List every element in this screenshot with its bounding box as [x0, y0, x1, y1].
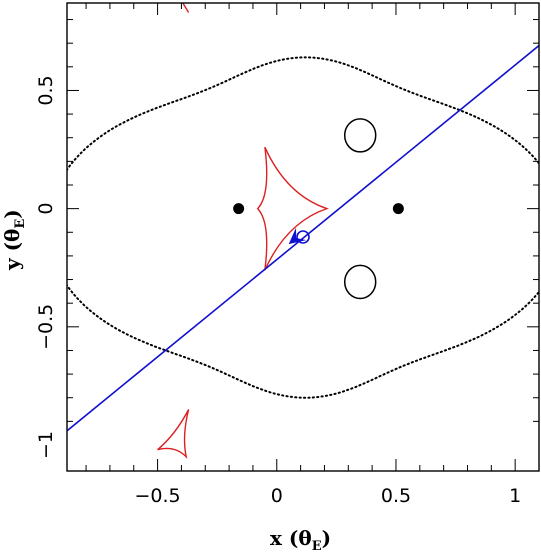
plot-area — [67, 3, 539, 459]
y-tick-label: 0.5 — [35, 75, 57, 105]
y-tick-label: −1 — [35, 431, 57, 459]
x-tick-label: −0.5 — [135, 485, 181, 507]
y-axis-label: y (θE) — [0, 209, 28, 271]
small-critical-loop — [343, 118, 377, 153]
caustic-central — [256, 146, 329, 271]
tick-labels: −0.5 0 0.5 1 −1 −0.5 0 0.5 — [35, 75, 521, 507]
lens-mass-dot — [233, 203, 245, 215]
lens-mass-dot — [392, 203, 404, 215]
source-position-marker — [296, 230, 310, 244]
x-tick-label: 1 — [509, 485, 521, 507]
x-tick-label: 0.5 — [381, 485, 411, 507]
small-critical-loop — [343, 264, 377, 300]
caustic-lower-left — [157, 409, 190, 459]
source-trajectory-line — [67, 44, 539, 432]
plot-frame — [66, 2, 540, 472]
caustic-top-fragment — [182, 3, 190, 13]
axis-ticks — [67, 3, 539, 471]
trajectory-arrow-icon — [288, 227, 307, 245]
y-tick-label: −0.5 — [35, 304, 57, 350]
outer-critical-curve — [67, 56, 539, 399]
y-tick-label: 0 — [35, 203, 57, 215]
x-tick-label: 0 — [271, 485, 283, 507]
x-axis-label: x (θE) — [270, 526, 331, 554]
